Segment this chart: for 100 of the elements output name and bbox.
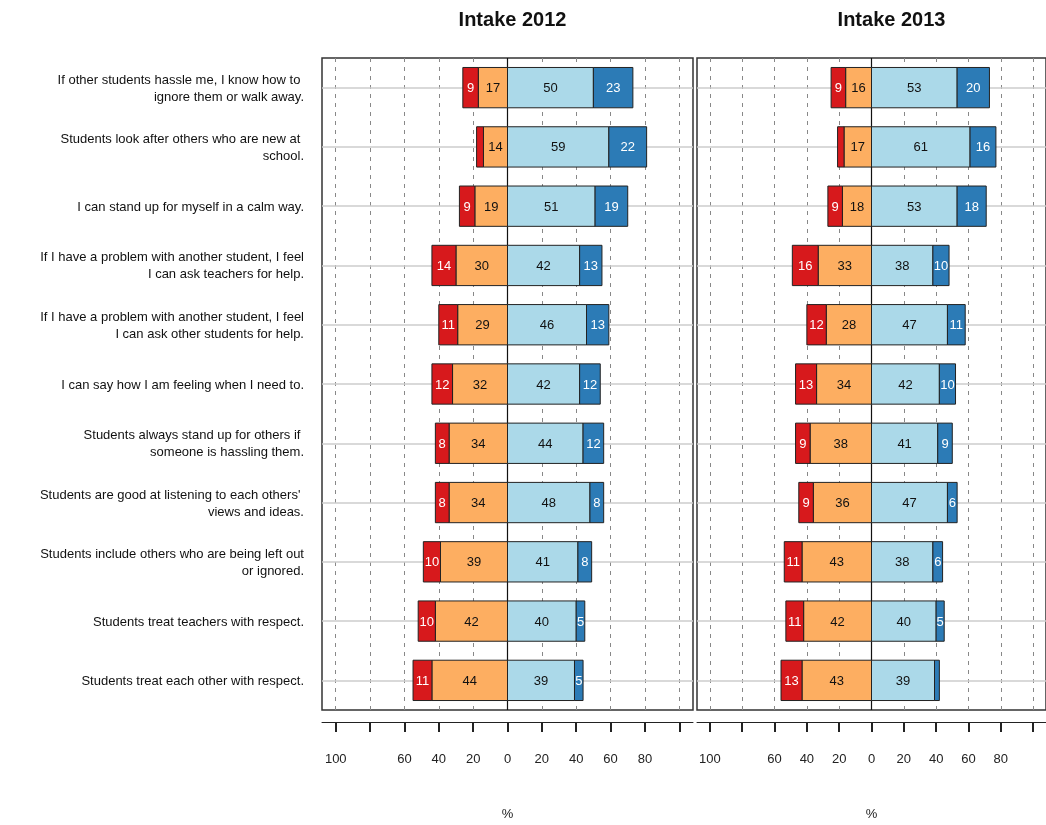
data-label: 5 <box>576 613 585 629</box>
y-tick-label: Students always stand up for others if someone is hassling them. <box>83 427 304 460</box>
x-tick-label: 0 <box>867 751 876 766</box>
data-label: 22 <box>620 139 635 155</box>
data-label: 6 <box>948 495 956 511</box>
data-label: 40 <box>534 613 550 629</box>
data-label: 38 <box>833 435 849 451</box>
data-label: 12 <box>809 317 824 333</box>
y-tick-label: I can say how I am feeling when I need to. <box>61 376 304 392</box>
x-tick-label: 40 <box>431 751 447 766</box>
data-label: 10 <box>424 554 440 570</box>
data-label: 12 <box>435 376 450 392</box>
x-tick-label: 40 <box>568 751 584 766</box>
data-label: 32 <box>472 376 488 392</box>
data-label: 9 <box>941 435 949 451</box>
x-tick-label: 20 <box>831 751 847 766</box>
data-label: 9 <box>463 198 471 214</box>
x-axis-title: % <box>865 806 878 821</box>
y-tick-label: Students include others who are being left out or ignored. <box>40 545 305 578</box>
data-label: 13 <box>590 317 605 333</box>
data-label: 17 <box>850 139 865 155</box>
chart-title: Intake 2013 <box>837 8 946 30</box>
data-label: 9 <box>466 80 475 96</box>
data-label: 36 <box>835 495 850 511</box>
data-label: 53 <box>907 80 922 96</box>
x-tick-label: 60 <box>961 751 976 766</box>
data-label: 5 <box>936 613 944 629</box>
y-tick-label: Students are good at listening to each others' views and ideas. <box>39 486 304 519</box>
data-label: 5 <box>575 672 583 688</box>
data-label: 11 <box>788 613 802 629</box>
data-label: 11 <box>441 317 455 333</box>
data-label: 48 <box>541 495 556 511</box>
data-label: 12 <box>582 376 598 392</box>
data-label: 41 <box>535 554 550 570</box>
y-tick-label: Students look after others who are new at school. <box>60 130 304 163</box>
data-label: 11 <box>949 317 964 333</box>
data-label: 43 <box>829 672 844 688</box>
data-label: 34 <box>471 495 486 511</box>
y-tick-label: If other students hassle me, I know how to ignore them or walk away. <box>57 71 304 104</box>
x-tick-label: 100 <box>324 751 347 766</box>
y-tick-label: I can stand up for myself in a calm way. <box>77 198 304 214</box>
x-axis-title: % <box>501 806 514 821</box>
data-label: 38 <box>894 554 910 570</box>
data-label: 50 <box>543 80 558 96</box>
data-label: 14 <box>488 139 503 155</box>
x-tick-label: 80 <box>993 751 1008 766</box>
data-label: 9 <box>802 495 810 511</box>
data-label: 42 <box>898 376 913 392</box>
x-tick-label: 20 <box>534 751 550 766</box>
data-label: 9 <box>831 198 839 214</box>
data-label: 10 <box>419 613 435 629</box>
data-label: 33 <box>837 257 853 273</box>
data-label: 39 <box>533 672 549 688</box>
data-label: 42 <box>830 613 845 629</box>
data-label: 44 <box>538 435 553 451</box>
data-label: 23 <box>605 80 621 96</box>
data-label: 61 <box>913 139 929 155</box>
data-label: 17 <box>485 80 501 96</box>
data-label: 34 <box>836 376 852 392</box>
data-label: 51 <box>544 198 559 214</box>
data-label: 8 <box>438 495 446 511</box>
data-label: 13 <box>784 672 799 688</box>
data-label: 59 <box>550 139 566 155</box>
data-label: 30 <box>474 257 489 273</box>
data-label: 10 <box>933 257 949 273</box>
data-label: 53 <box>907 198 922 214</box>
data-label: 39 <box>895 672 911 688</box>
data-label: 42 <box>536 257 551 273</box>
data-label: 10 <box>940 376 955 392</box>
data-label: 43 <box>829 554 844 570</box>
data-label: 13 <box>798 376 814 392</box>
data-label: 16 <box>851 80 866 96</box>
data-label: 42 <box>536 376 551 392</box>
x-tick-label: 40 <box>799 751 815 766</box>
data-label: 29 <box>475 317 490 333</box>
data-label: 20 <box>966 80 981 96</box>
x-tick-label: 60 <box>603 751 618 766</box>
data-label: 8 <box>438 435 446 451</box>
x-tick-label: 0 <box>503 751 512 766</box>
data-label: 46 <box>539 317 555 333</box>
x-tick-label: 40 <box>928 751 944 766</box>
data-label: 42 <box>464 613 479 629</box>
data-label: 39 <box>466 554 482 570</box>
y-tick-label: Students treat teachers with respect. <box>93 613 304 629</box>
data-label: 6 <box>934 554 942 570</box>
x-tick-label: 80 <box>637 751 653 766</box>
data-label: 47 <box>902 317 917 333</box>
x-tick-label: 60 <box>767 751 782 766</box>
data-label: 14 <box>436 257 452 273</box>
y-tick-label: Students treat each other with respect. <box>81 672 304 688</box>
data-label: 9 <box>799 435 807 451</box>
data-label: 44 <box>462 672 477 688</box>
chart-title: Intake 2012 <box>458 8 567 30</box>
data-label: 8 <box>593 495 601 511</box>
data-label: 11 <box>415 672 430 688</box>
data-label: 40 <box>896 613 912 629</box>
data-label: 12 <box>586 435 601 451</box>
data-label: 18 <box>964 198 979 214</box>
y-tick-label: If I have a problem with another student, I feel I can ask teachers for help. <box>40 249 305 282</box>
data-label: 13 <box>583 257 599 273</box>
